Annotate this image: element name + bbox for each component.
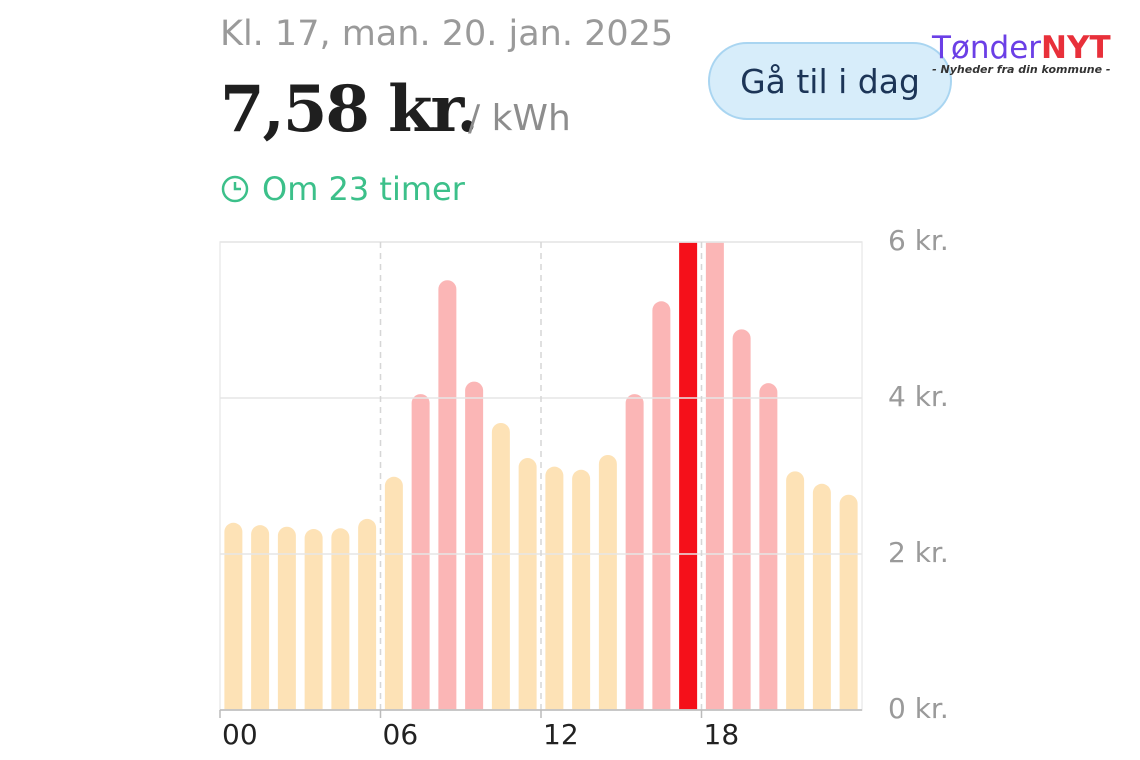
bar bbox=[759, 383, 778, 710]
date: Kl. 17, man. 20. jan. 2025 bbox=[220, 14, 674, 54]
logo-name: NYT bbox=[1041, 30, 1111, 66]
price: 7,58 kr. bbox=[220, 72, 479, 147]
bar bbox=[304, 529, 323, 710]
bar bbox=[438, 280, 457, 710]
bar bbox=[625, 394, 644, 710]
x-tick-label: 06 bbox=[383, 718, 419, 751]
bar bbox=[224, 522, 243, 710]
y-tick-label: 0 kr. bbox=[888, 692, 949, 725]
bar bbox=[732, 329, 751, 710]
bar bbox=[358, 518, 377, 710]
bar bbox=[839, 494, 858, 710]
logo: TønderNYT - Nyheder fra din kommune - bbox=[932, 30, 1111, 76]
y-tick-label: 4 kr. bbox=[888, 380, 949, 413]
bar bbox=[518, 458, 537, 710]
x-tick-label: 18 bbox=[704, 718, 740, 751]
bar bbox=[411, 394, 430, 710]
bar bbox=[652, 301, 671, 710]
y-tick-label: 2 kr. bbox=[888, 536, 949, 569]
bar bbox=[331, 528, 350, 710]
bar bbox=[812, 483, 831, 710]
clock-icon bbox=[221, 175, 249, 203]
y-tick-label: 6 kr. bbox=[888, 224, 949, 257]
bar bbox=[572, 469, 591, 710]
countdown: Om 23 timer bbox=[220, 170, 465, 208]
bar bbox=[277, 526, 296, 710]
bar bbox=[679, 242, 698, 710]
bars bbox=[224, 242, 858, 710]
bar bbox=[786, 471, 805, 710]
bar bbox=[465, 381, 484, 710]
bar bbox=[545, 466, 564, 710]
bar bbox=[491, 422, 510, 710]
logo-name: Tønder bbox=[932, 30, 1042, 66]
bar bbox=[598, 454, 617, 710]
x-tick-label: 00 bbox=[222, 718, 258, 751]
unit: / kWh bbox=[468, 98, 571, 139]
x-tick-label: 12 bbox=[543, 718, 579, 751]
bar bbox=[384, 476, 403, 710]
bar bbox=[251, 525, 270, 710]
today-button[interactable]: Gå til i dag bbox=[708, 42, 952, 120]
bar bbox=[705, 242, 724, 710]
countdown-text: Om 23 timer bbox=[262, 170, 465, 208]
logo-tagline: - Nyheder fra din kommune - bbox=[932, 63, 1111, 76]
